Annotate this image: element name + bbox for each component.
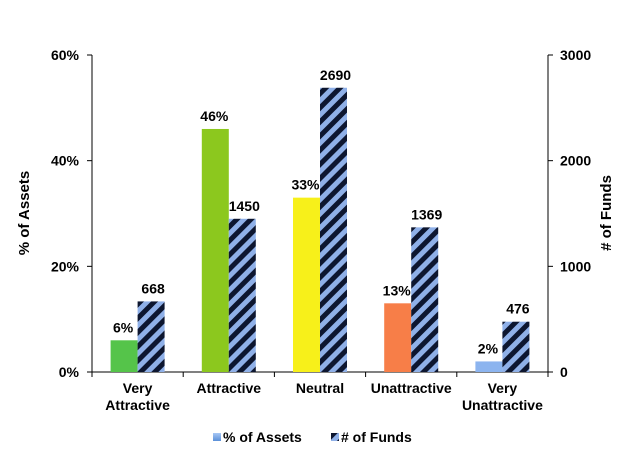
bar-funds	[411, 227, 439, 372]
category-label: Very	[123, 380, 153, 396]
y-axis-title: % of Assets	[16, 171, 33, 255]
category-label: Very	[488, 380, 518, 396]
bar-assets	[475, 361, 503, 372]
category-label: Attractive	[197, 380, 262, 396]
bar-assets	[110, 340, 138, 372]
left-tick-label: 40%	[51, 153, 80, 169]
category-label: Unattractive	[462, 397, 543, 413]
category-label: Attractive	[105, 397, 170, 413]
bar-funds	[137, 301, 165, 372]
bar-funds	[502, 321, 530, 372]
bar-assets	[293, 197, 320, 372]
y2-axis-title: # of Funds	[598, 175, 615, 251]
data-label-funds: 668	[141, 280, 165, 296]
data-label-funds: 1450	[229, 198, 260, 214]
left-tick-label: 20%	[51, 258, 80, 274]
right-tick-label: 3000	[560, 47, 591, 63]
category-label: Neutral	[296, 380, 344, 396]
legend-swatch-funds	[331, 433, 339, 441]
data-label-assets: 6%	[113, 319, 134, 335]
right-tick-label: 1000	[560, 258, 591, 274]
data-label-assets: 13%	[383, 282, 412, 298]
category-label: Unattractive	[371, 380, 452, 396]
left-axis-ticks: 0% 20% 40% 60%	[51, 47, 92, 380]
data-label-assets: 2%	[478, 340, 499, 356]
bar-funds	[320, 87, 347, 373]
legend-swatch-assets	[213, 433, 221, 441]
bar-funds	[228, 218, 256, 372]
data-label-funds: 476	[506, 301, 530, 317]
right-axis-ticks: 0 1000 2000 3000	[548, 47, 591, 380]
data-labels: 6% 668 46% 1450 33% 2690 13% 1369 2% 476	[113, 67, 530, 357]
legend-item-assets: % of Assets	[213, 429, 302, 445]
bar-assets	[384, 303, 412, 372]
data-label-funds: 2690	[320, 67, 351, 83]
legend-label-funds: # of Funds	[341, 429, 412, 445]
right-tick-label: 2000	[560, 153, 591, 169]
left-tick-label: 60%	[51, 47, 80, 63]
bars	[110, 87, 530, 373]
legend: % of Assets # of Funds	[213, 429, 412, 445]
left-tick-label: 0%	[59, 364, 80, 380]
legend-label-assets: % of Assets	[223, 429, 302, 445]
bar-assets	[201, 128, 229, 372]
legend-item-funds: # of Funds	[331, 429, 412, 445]
data-label-assets: 33%	[291, 177, 320, 193]
data-label-assets: 46%	[200, 108, 229, 124]
right-tick-label: 0	[560, 364, 568, 380]
data-label-funds: 1369	[411, 206, 442, 222]
